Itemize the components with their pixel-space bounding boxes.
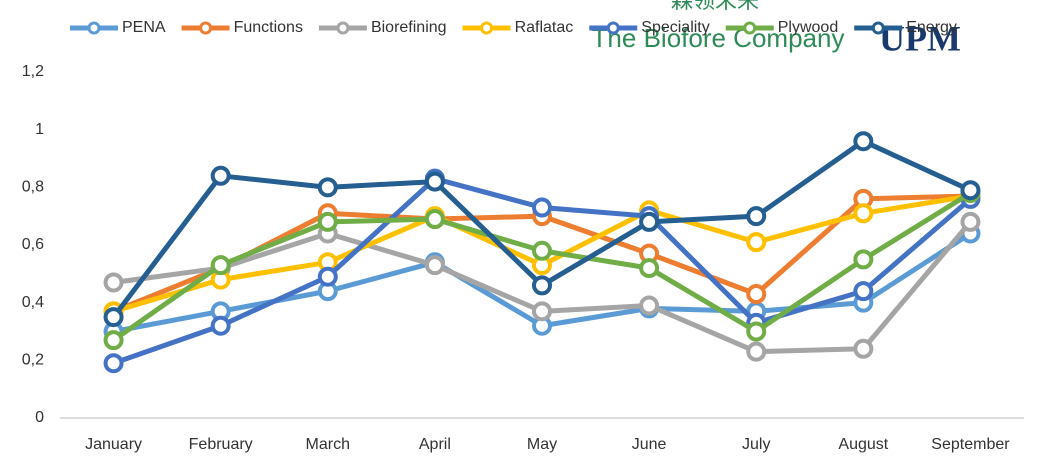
logo-brand: UPM [879,18,961,58]
x-tick-label: June [632,436,667,453]
data-point [746,284,767,305]
logo-chinese: 森领未来 [671,0,759,13]
data-point [746,341,767,362]
data-point [103,353,124,374]
legend-label: Speciality [641,19,709,36]
legend-marker [743,21,757,35]
data-point [960,211,981,232]
data-point [853,203,874,224]
x-tick-label: May [527,436,557,453]
data-point [103,307,124,328]
data-point [210,165,231,186]
data-point [103,272,124,293]
data-point [532,240,552,261]
data-point [424,255,445,276]
legend-marker [606,21,620,35]
data-point [210,255,231,276]
legend-label: Raflatac [515,19,574,36]
x-tick-label: April [419,436,451,453]
data-point [317,211,338,232]
legend-label: Functions [234,19,303,36]
data-point [532,301,552,322]
data-point [639,295,660,316]
x-tick-label: January [85,436,142,453]
data-point [639,211,660,232]
legend-label: Energy [906,19,957,36]
data-point [532,275,552,296]
legend-label: PENA [122,19,166,36]
y-tick-label: 1 [35,121,44,138]
y-tick-label: 0,4 [22,294,44,311]
y-tick-label: 0,6 [22,236,44,253]
y-tick-label: 0,2 [22,352,44,369]
data-point [746,206,767,227]
y-tick-label: 0 [35,409,44,426]
data-point [210,315,231,336]
legend-marker [336,21,350,35]
x-tick-label: March [306,436,350,453]
x-tick-label: July [742,436,770,453]
y-tick-label: 0,8 [22,179,44,196]
legend-label: Plywood [778,19,838,36]
data-point [746,232,767,253]
data-point [532,197,552,218]
data-point [746,321,767,342]
x-tick-label: February [189,436,253,453]
data-point [424,209,445,230]
data-point [853,338,874,359]
data-point [853,281,874,302]
legend-label: Biorefining [371,19,447,36]
data-point [317,177,338,198]
data-point [103,330,124,351]
data-point [424,171,445,192]
data-point [317,266,338,287]
data-point [639,258,660,279]
legend-marker [87,21,101,35]
legend-marker [199,21,213,35]
legend-marker [480,21,494,35]
data-point [853,131,874,152]
data-point [853,249,874,270]
legend-marker [871,21,885,35]
x-tick-label: September [931,436,1010,453]
data-point [960,180,981,201]
x-tick-label: August [838,436,888,453]
y-tick-label: 1,2 [22,63,44,80]
